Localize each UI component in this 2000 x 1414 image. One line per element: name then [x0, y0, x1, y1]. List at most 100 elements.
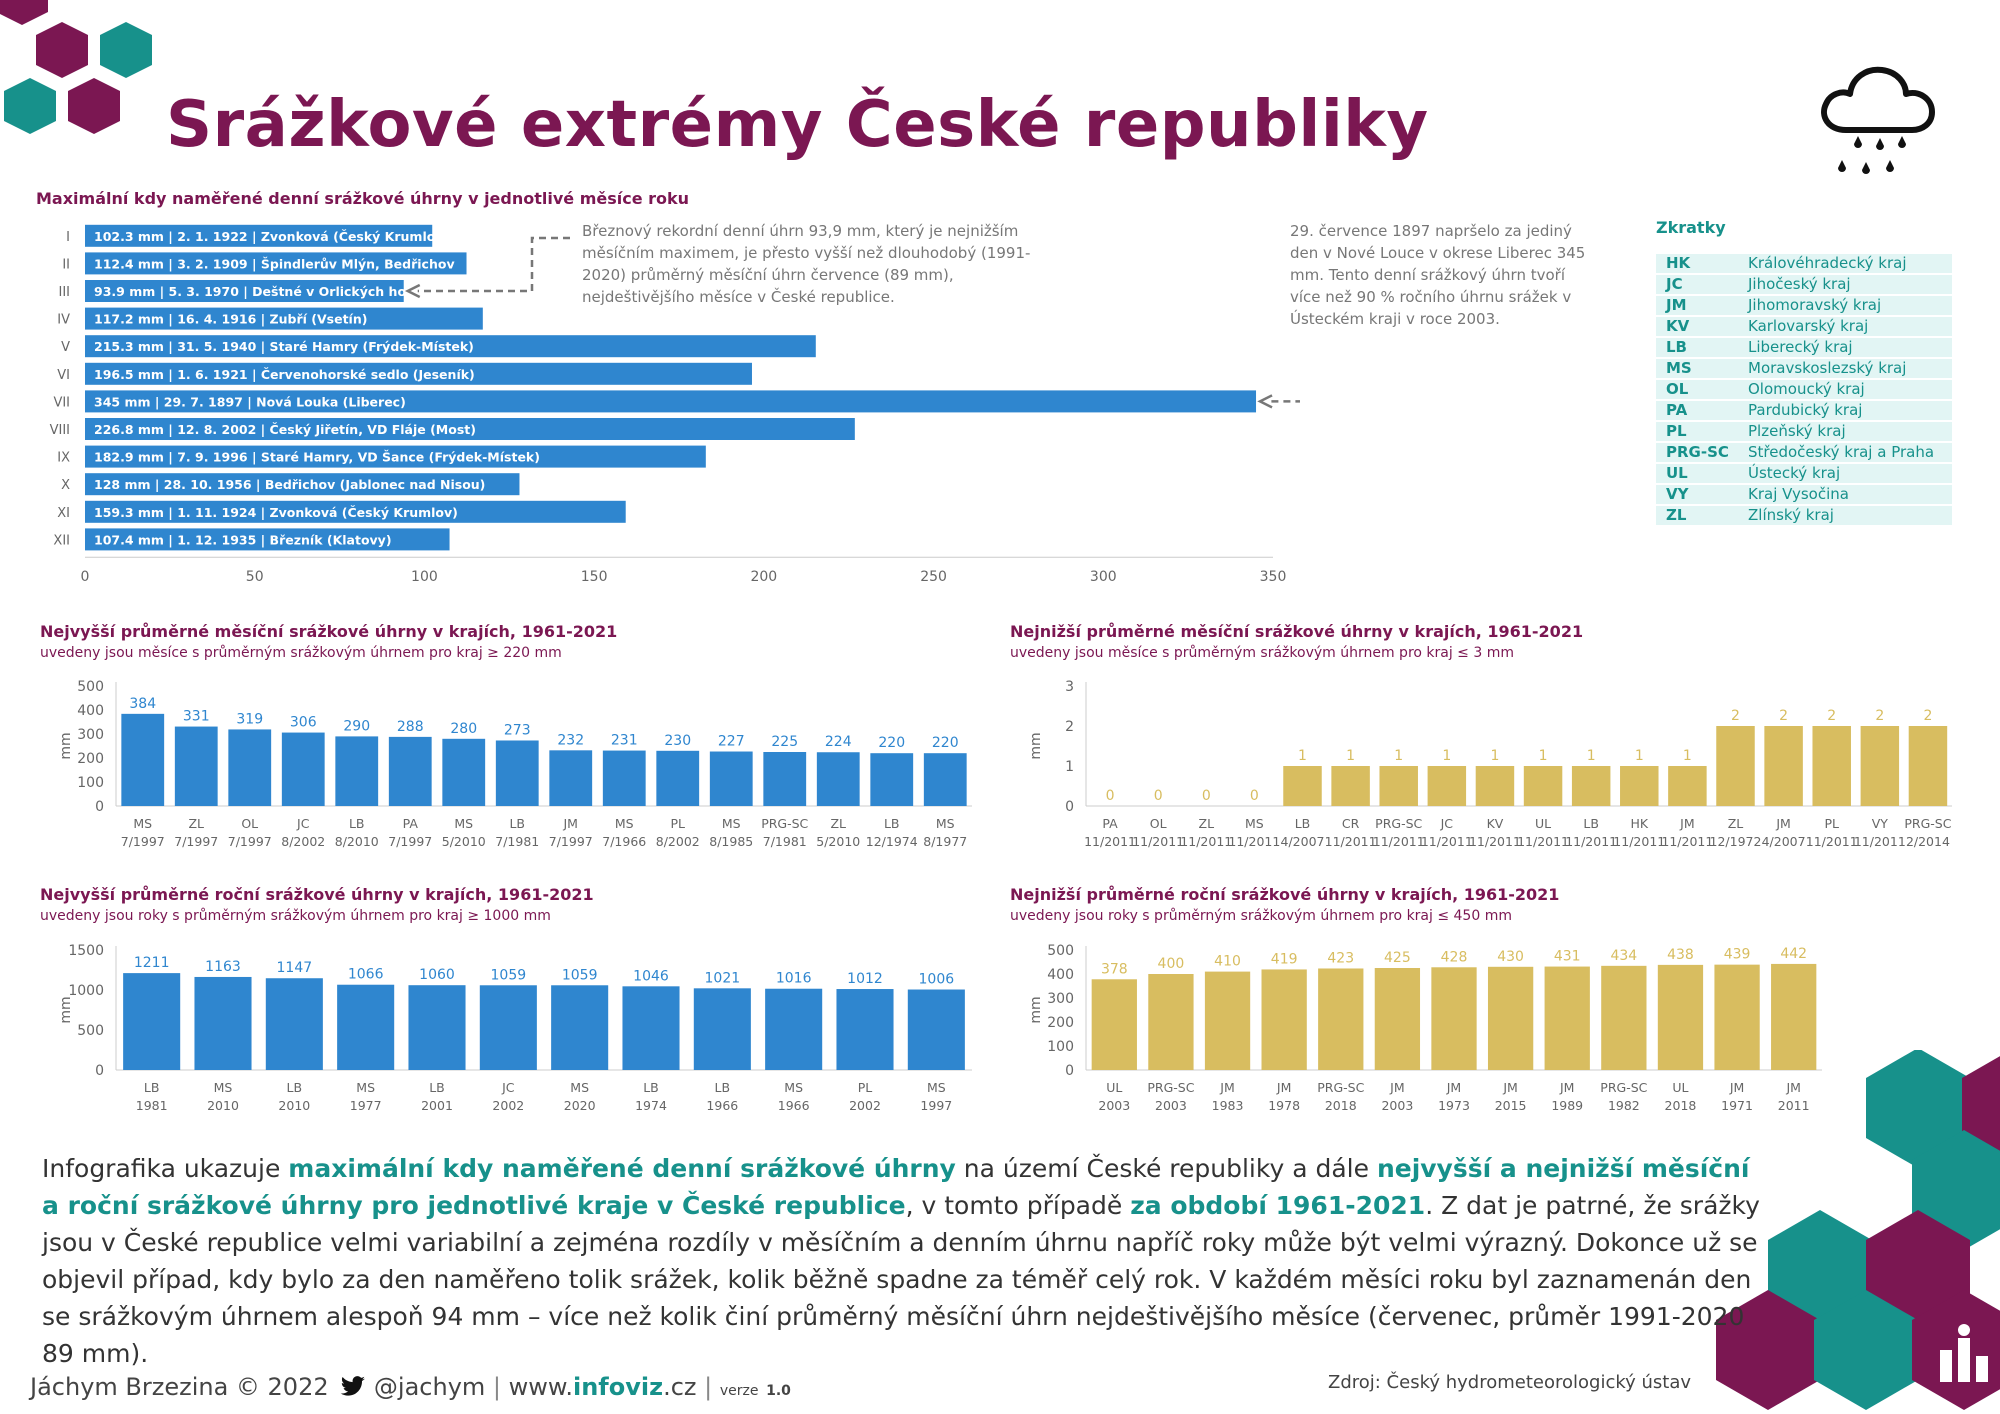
bar: [1204, 971, 1251, 1070]
bar: [337, 984, 395, 1070]
period-label: 11/2011: [1806, 834, 1858, 849]
bar: [85, 390, 1257, 413]
website-link[interactable]: www.infoviz.cz: [508, 1373, 697, 1401]
bar: [442, 738, 486, 806]
period-label: 11/2011: [1132, 834, 1184, 849]
value-label: 442: [1780, 946, 1807, 962]
x-tick-label: 150: [581, 569, 608, 585]
category-label: LB: [1583, 816, 1599, 831]
abbreviation-item: JM Jihomoravský kraj: [1656, 296, 1952, 315]
period-label: 2018: [1325, 1098, 1357, 1113]
bar: [85, 362, 752, 385]
category-label: MS: [454, 816, 473, 831]
y-tick-label: 3: [1065, 679, 1074, 695]
category-label: JM: [1559, 1080, 1574, 1095]
bar: [551, 985, 609, 1070]
value-label: 2: [1827, 708, 1836, 724]
value-label: 0: [1154, 788, 1163, 804]
period-label: 11/2011: [1517, 834, 1569, 849]
category-label: OL: [1150, 816, 1167, 831]
abbreviation-code: MS: [1666, 359, 1692, 377]
category-label: PA: [403, 816, 419, 831]
period-label: 7/1997: [549, 834, 593, 849]
category-label: LB: [509, 816, 525, 831]
twitter-handle[interactable]: @jachym: [373, 1373, 486, 1401]
abbreviation-name: Středočeský kraj a Praha: [1748, 443, 1935, 461]
y-tick-label: 200: [1047, 1015, 1074, 1031]
value-label: 438: [1667, 947, 1694, 963]
abbreviation-item: PL Plzeňský kraj: [1656, 422, 1952, 441]
highest-yearly-subtitle: uvedeny jsou roky s průměrným srážkovým …: [40, 908, 551, 924]
lowest-yearly-title: Nejnižší průměrné roční srážkové úhrny v…: [1010, 885, 1560, 904]
bar: [1657, 964, 1704, 1070]
period-label: 2001: [421, 1098, 453, 1113]
period-label: 1997: [920, 1098, 952, 1113]
bar: [622, 986, 680, 1070]
value-label: 319: [236, 711, 263, 727]
abbreviation-name: Plzeňský kraj: [1748, 422, 1846, 440]
period-label: 11/2011: [1661, 834, 1713, 849]
category-label: PRG-SC: [761, 816, 808, 831]
abbreviation-code: LB: [1666, 338, 1687, 356]
abbreviation-name: Ústecký kraj: [1748, 464, 1841, 482]
bar: [1091, 979, 1137, 1070]
month-label: XI: [57, 506, 70, 521]
category-label: JC: [1440, 816, 1454, 831]
abbreviation-code: KV: [1666, 317, 1690, 335]
period-label: 2010: [207, 1098, 239, 1113]
y-tick-label: 100: [77, 775, 104, 791]
category-label: UL: [1106, 1080, 1122, 1095]
period-label: 1977: [350, 1098, 382, 1113]
bar: [85, 252, 467, 275]
y-tick-label: 2: [1065, 719, 1074, 735]
month-label: II: [62, 257, 70, 272]
bar-label: 182.9 mm | 7. 9. 1996 | Staré Hamry, VD …: [94, 450, 540, 465]
value-label: 290: [343, 718, 370, 734]
abbreviation-name: Karlovarský kraj: [1748, 317, 1869, 335]
category-label: LB: [884, 816, 900, 831]
period-label: 5/2010: [442, 834, 486, 849]
value-label: 1016: [776, 971, 812, 987]
category-label: JM: [1729, 1080, 1744, 1095]
bar: [1261, 969, 1307, 1070]
abbreviation-name: Pardubický kraj: [1748, 401, 1863, 419]
category-label: MS: [570, 1080, 589, 1095]
version-label: verze: [719, 1383, 759, 1399]
category-label: PRG-SC: [1600, 1080, 1647, 1095]
category-label: CR: [1342, 816, 1360, 831]
value-label: 1: [1346, 748, 1355, 764]
value-label: 1: [1442, 748, 1451, 764]
category-label: LB: [144, 1080, 160, 1095]
abbreviation-item: HK Královéhradecký kraj: [1656, 254, 1952, 273]
category-label: KV: [1487, 816, 1504, 831]
abbreviation-item: UL Ústecký kraj: [1656, 464, 1952, 483]
category-label: MS: [1245, 816, 1264, 831]
value-label: 1059: [562, 967, 598, 983]
category-label: JM: [1389, 1080, 1404, 1095]
author-name: Jáchym Brzezina © 2022: [30, 1373, 329, 1401]
bar: [85, 280, 404, 302]
bar: [1318, 968, 1364, 1070]
month-label: V: [61, 340, 70, 355]
period-label: 1971: [1721, 1098, 1753, 1113]
period-label: 1982: [1608, 1098, 1640, 1113]
category-label: UL: [1672, 1080, 1688, 1095]
value-label: 434: [1610, 948, 1637, 964]
value-label: 1012: [847, 971, 883, 987]
category-label: LB: [349, 816, 365, 831]
bar: [1431, 967, 1477, 1070]
category-label: JM: [1276, 1080, 1291, 1095]
y-axis-label: mm: [58, 996, 74, 1023]
value-label: 410: [1214, 954, 1241, 970]
category-label: JM: [1446, 1080, 1461, 1095]
abbreviation-code: VY: [1666, 485, 1689, 503]
period-label: 7/1966: [602, 834, 646, 849]
bar: [1544, 966, 1590, 1070]
value-label: 1060: [419, 967, 455, 983]
category-label: JM: [1785, 1080, 1800, 1095]
bar: [85, 445, 706, 468]
description-text: Infografika ukazuje maximální kdy naměře…: [42, 1154, 1760, 1368]
bar: [1374, 968, 1421, 1070]
abbreviation-code: JM: [1666, 296, 1687, 314]
value-label: 1: [1635, 748, 1644, 764]
